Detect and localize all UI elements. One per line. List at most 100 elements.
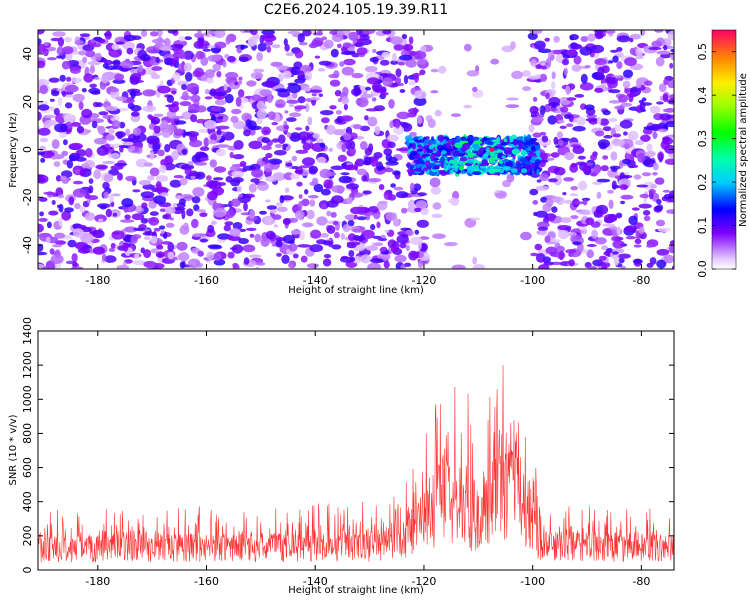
heatmap-cell xyxy=(255,266,260,269)
heatmap-cell xyxy=(66,159,74,169)
heatmap-cell xyxy=(570,235,577,243)
heatmap-cell xyxy=(420,46,427,52)
colorbar-label: Normalized spectral amplitude xyxy=(738,73,749,227)
heatmap-cell xyxy=(364,66,378,73)
heatmap-cell xyxy=(249,254,262,258)
heatmap-cell xyxy=(206,77,214,84)
heatmap-cell xyxy=(347,47,356,52)
heatmap-cell xyxy=(326,124,336,135)
heatmap-cell xyxy=(359,125,370,132)
heatmap-cell xyxy=(54,232,66,239)
heatmap-cell xyxy=(39,137,49,143)
heatmap-cell xyxy=(566,97,577,101)
heatmap-cell xyxy=(256,98,267,102)
heatmap-cell xyxy=(341,96,350,105)
heatmap-cell xyxy=(72,188,87,198)
heatmap-cell xyxy=(620,194,634,200)
heatmap-cell xyxy=(195,105,207,113)
heatmap-cell xyxy=(501,155,506,159)
heatmap-cell xyxy=(322,258,332,267)
heatmap-cell xyxy=(343,103,348,111)
heatmap-cell xyxy=(155,251,165,258)
x-tick-label: -140 xyxy=(303,274,328,287)
heatmap-cell xyxy=(84,212,96,221)
heatmap-cell xyxy=(414,90,427,100)
heatmap-cell xyxy=(370,258,384,264)
heatmap-cell xyxy=(77,247,91,254)
heatmap-cell xyxy=(329,105,337,110)
heatmap-cell xyxy=(630,152,635,163)
heatmap-cell xyxy=(565,249,577,254)
heatmap-cell xyxy=(667,30,674,41)
heatmap-cell xyxy=(121,138,136,142)
heatmap-cell xyxy=(377,238,388,242)
heatmap-cell xyxy=(216,128,222,135)
heatmap-cell xyxy=(97,203,111,209)
heatmap-cell xyxy=(434,152,441,157)
heatmap-cell xyxy=(431,213,443,218)
heatmap-cell xyxy=(488,137,497,141)
heatmap-y-axis-label: Frequency (Hz) xyxy=(8,112,19,188)
heatmap-cell xyxy=(65,260,75,265)
heatmap-cell xyxy=(515,160,520,165)
heatmap-cell xyxy=(613,133,622,138)
heatmap-cell xyxy=(418,139,425,143)
heatmap-cell xyxy=(238,79,243,85)
heatmap-cell xyxy=(199,157,209,161)
heatmap-cell xyxy=(66,76,72,82)
heatmap-cell xyxy=(276,252,282,257)
heatmap-cell xyxy=(373,242,384,247)
y-tick-label: 400 xyxy=(21,491,34,512)
heatmap-cell xyxy=(312,133,321,139)
heatmap-cell xyxy=(245,227,257,231)
heatmap-cell xyxy=(164,144,171,153)
heatmap-cell xyxy=(408,140,415,143)
heatmap-cell xyxy=(281,254,290,264)
heatmap-cell xyxy=(603,126,612,132)
heatmap-cell xyxy=(603,135,613,139)
heatmap-cell xyxy=(155,175,169,182)
heatmap-cell xyxy=(516,141,522,145)
heatmap-cell xyxy=(58,217,63,227)
y-tick-label: 0 xyxy=(21,567,34,574)
heatmap-cell xyxy=(498,158,504,165)
heatmap-cell xyxy=(250,178,260,183)
heatmap-cell xyxy=(511,158,515,161)
heatmap-cell xyxy=(529,105,539,115)
heatmap-cell xyxy=(520,149,527,155)
heatmap-cell xyxy=(342,86,349,96)
heatmap-cell xyxy=(53,107,60,116)
heatmap-cell xyxy=(511,148,520,155)
heatmap-cell xyxy=(291,155,298,162)
heatmap-cell xyxy=(125,175,137,182)
heatmap-cell xyxy=(266,94,273,104)
heatmap-cell xyxy=(383,148,393,156)
heatmap-cell xyxy=(178,51,186,60)
heatmap-cell xyxy=(599,118,610,126)
heatmap-cell xyxy=(432,202,442,210)
heatmap-cell xyxy=(102,114,114,119)
heatmap-cell xyxy=(616,35,631,43)
heatmap-cell xyxy=(181,84,188,91)
heatmap-cell xyxy=(264,80,276,89)
heatmap-cell xyxy=(231,108,242,115)
heatmap-cell xyxy=(326,225,336,234)
y-tick-label: 1200 xyxy=(21,351,34,379)
heatmap-cell xyxy=(343,132,352,141)
heatmap-cell xyxy=(45,236,51,244)
heatmap-cell xyxy=(214,113,220,118)
heatmap-cell xyxy=(505,104,520,108)
heatmap-cell xyxy=(528,152,537,157)
heatmap-cell xyxy=(102,160,115,165)
heatmap-cell xyxy=(333,231,340,239)
x-tick-label: -180 xyxy=(85,575,110,588)
heatmap-cell xyxy=(67,239,77,248)
heatmap-cell xyxy=(623,131,628,136)
heatmap-cell xyxy=(255,262,266,266)
heatmap-cell xyxy=(131,213,145,221)
heatmap-cell xyxy=(588,265,597,269)
heatmap-cell xyxy=(159,208,167,212)
heatmap-cell xyxy=(82,56,88,64)
heatmap-cell xyxy=(370,224,376,231)
heatmap-cell xyxy=(390,183,396,188)
